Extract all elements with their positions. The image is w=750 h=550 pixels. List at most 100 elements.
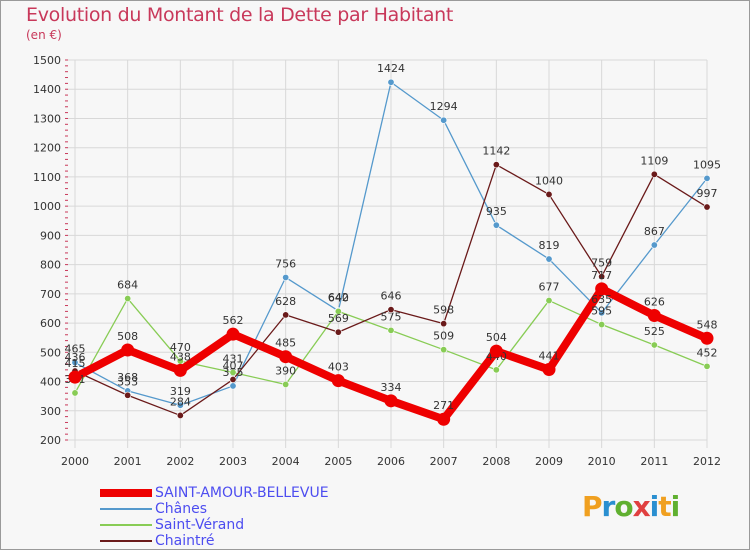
logo-letter: i (649, 490, 660, 523)
data-label: 271 (433, 399, 454, 412)
data-label: 407 (223, 359, 244, 372)
logo-letter: o (614, 490, 633, 523)
data-point (71, 389, 79, 397)
logo-letter: i (670, 490, 681, 523)
data-point (489, 344, 503, 358)
data-label: 646 (381, 290, 402, 303)
data-label: 1040 (535, 174, 563, 187)
data-point (595, 282, 609, 296)
y-tick-label: 500 (40, 346, 61, 359)
legend-swatch (100, 540, 152, 542)
data-label: 441 (539, 350, 560, 363)
y-tick-label: 900 (40, 229, 61, 242)
unit-label: (en €) (26, 28, 62, 42)
data-point (492, 366, 500, 374)
data-point (700, 331, 714, 345)
data-label: 452 (697, 346, 718, 359)
data-point (282, 273, 290, 281)
data-label: 284 (170, 395, 191, 408)
data-point (437, 412, 451, 426)
data-label: 562 (223, 314, 244, 327)
data-label: 548 (697, 318, 718, 331)
data-label: 684 (117, 279, 138, 292)
data-label: 1142 (482, 145, 510, 158)
data-point (440, 320, 448, 328)
data-point (650, 170, 658, 178)
data-point (176, 411, 184, 419)
chart-title: Evolution du Montant de la Dette par Hab… (26, 4, 454, 26)
x-tick-label: 2007 (430, 455, 458, 468)
data-label: 717 (591, 269, 612, 282)
data-point (545, 297, 553, 305)
data-point (173, 363, 187, 377)
data-point (331, 374, 345, 388)
x-tick-label: 2001 (114, 455, 142, 468)
data-point (650, 341, 658, 349)
data-point (650, 241, 658, 249)
x-tick-label: 2008 (482, 455, 510, 468)
y-tick-label: 1000 (33, 200, 61, 213)
data-label: 470 (170, 341, 191, 354)
data-label: 635 (591, 293, 612, 306)
data-label: 334 (381, 381, 402, 394)
data-label: 759 (591, 257, 612, 270)
data-point (598, 321, 606, 329)
data-point (384, 394, 398, 408)
logo-letter: P (582, 490, 603, 523)
data-label: 1095 (693, 158, 721, 171)
legend-label: Chânes (155, 501, 208, 517)
data-label: 485 (275, 337, 296, 350)
y-tick-label: 300 (40, 405, 61, 418)
data-point (387, 78, 395, 86)
data-label: 575 (381, 310, 402, 323)
legend-swatch (100, 508, 152, 510)
data-point (387, 326, 395, 334)
x-tick-label: 2005 (324, 455, 352, 468)
data-point (492, 161, 500, 169)
data-label: 438 (170, 350, 191, 363)
data-point (598, 309, 606, 317)
y-tick-label: 200 (40, 434, 61, 447)
data-point (124, 391, 132, 399)
data-label: 997 (697, 187, 718, 200)
data-point (226, 327, 240, 341)
data-point (598, 273, 606, 281)
data-label: 642 (328, 291, 349, 304)
data-label: 353 (117, 375, 138, 388)
data-point (229, 368, 237, 376)
data-point (279, 350, 293, 364)
data-label: 819 (539, 239, 560, 252)
x-tick-label: 2006 (377, 455, 405, 468)
data-point (492, 221, 500, 229)
legend-swatch (100, 524, 152, 526)
data-point (440, 116, 448, 124)
data-label: 867 (644, 225, 665, 238)
data-point (176, 401, 184, 409)
y-tick-label: 700 (40, 288, 61, 301)
data-label: 756 (275, 257, 296, 270)
x-tick-label: 2004 (272, 455, 300, 468)
y-tick-label: 1200 (33, 142, 61, 155)
data-label: 1294 (430, 100, 458, 113)
data-label: 1109 (640, 154, 668, 167)
data-point (334, 307, 342, 315)
data-point (703, 174, 711, 182)
legend-swatch (100, 489, 152, 497)
x-tick-label: 2011 (640, 455, 668, 468)
data-label: 1424 (377, 62, 405, 75)
data-point (124, 295, 132, 303)
data-label: 935 (486, 205, 507, 218)
x-tick-label: 2012 (693, 455, 721, 468)
data-label: 598 (433, 304, 454, 317)
proxiti-logo: Proxiti (582, 490, 681, 523)
data-label: 508 (117, 330, 138, 343)
data-point (703, 362, 711, 370)
x-tick-label: 2002 (166, 455, 194, 468)
data-label: 368 (117, 371, 138, 384)
data-label: 436 (65, 351, 86, 364)
legend-label: Chaintré (155, 533, 215, 549)
x-tick-label: 2009 (535, 455, 563, 468)
data-point (282, 380, 290, 388)
data-label: 677 (539, 281, 560, 294)
